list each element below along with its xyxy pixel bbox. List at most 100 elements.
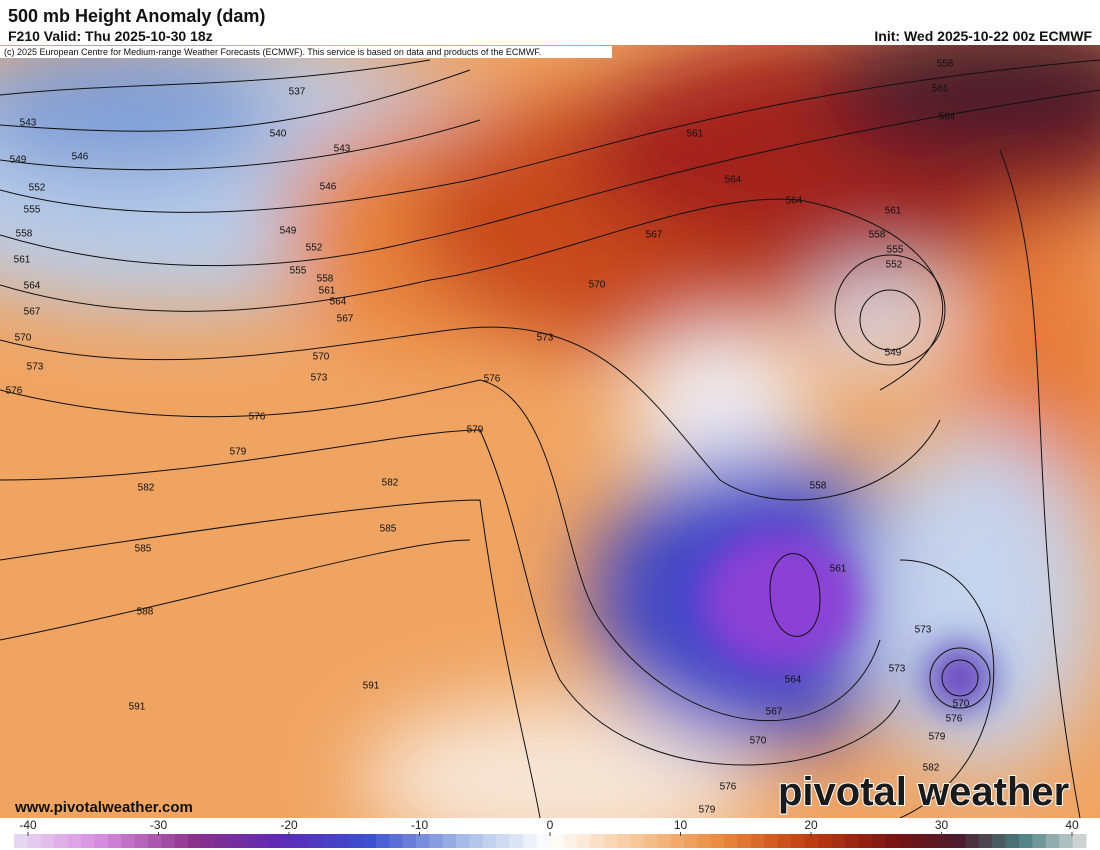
contour-label: 582 [138,483,155,494]
colorbar-cell [215,834,229,848]
colorbar-cell [375,834,390,848]
contour-label: 564 [24,281,41,292]
colorbar-cell [67,834,82,848]
colorbar-cell [858,834,873,848]
contour-label: 582 [923,763,940,774]
colorbar-cell [121,834,136,848]
contour-label: 546 [320,182,337,193]
colorbar-cell [1005,834,1020,848]
contour-label: 567 [337,314,354,325]
title: 500 mb Height Anomaly (dam) [8,6,265,26]
colorbar-cell [1059,834,1074,848]
contour-label: 561 [885,206,902,217]
colorbar-tick-label: 30 [935,818,949,832]
copyright: (c) 2025 European Centre for Medium-rang… [4,47,541,57]
colorbar-cell [442,834,457,848]
colorbar-cell [871,834,886,848]
colorbar-cell [844,834,859,848]
contour-label: 555 [887,245,904,256]
colorbar-cell [496,834,511,848]
contour-label: 558 [16,229,33,240]
colorbar-cell [938,834,953,848]
colorbar-cell [724,834,739,848]
colorbar-cell [308,834,323,848]
colorbar: -40 -30 -20 -10 0 10 20 30 40 [14,818,1087,848]
colorbar-cell [657,834,672,848]
contour-label: 579 [699,805,716,816]
colorbar-cell [1032,834,1047,848]
colorbar-cell [952,834,966,848]
contour-label: 582 [382,478,399,489]
colorbar-cell [643,834,658,848]
contour-label: 552 [29,183,46,194]
colorbar-cell [885,834,899,848]
colorbar-cell [617,834,631,848]
contour-label: 585 [380,524,397,535]
contour-label: 543 [20,118,37,129]
colorbar-cell [201,834,216,848]
colorbar-cell [1045,834,1060,848]
colorbar-cell [509,834,524,848]
colorbar-cell [295,834,310,848]
init-time: Init: Wed 2025-10-22 00z ECMWF [874,28,1092,44]
contour-label: 576 [6,386,23,397]
contour-label: 567 [646,230,663,241]
colorbar-tick-label: 40 [1065,818,1079,832]
colorbar-cell [107,834,122,848]
colorbar-cell [54,834,69,848]
colorbar-cell [670,834,685,848]
contour-label: 543 [334,144,351,155]
colorbar-cell [804,834,819,848]
header-bg [0,0,1100,45]
contour-label: 570 [589,280,606,291]
contour-label: 576 [249,412,266,423]
map: 5375405435435465465495495525525555555585… [0,45,1100,818]
contour-label: 573 [27,362,44,373]
colorbar-cell [550,834,564,848]
colorbar-cell [563,834,578,848]
colorbar-cell [268,834,283,848]
colorbar-cell [576,834,591,848]
contour-label: 564 [785,675,802,686]
colorbar-cell [737,834,752,848]
contour-label: 537 [289,87,306,98]
contour-label: 576 [484,374,501,385]
colorbar-cell [818,834,832,848]
website: www.pivotalweather.com [14,799,193,816]
colorbar-cell [523,834,538,848]
contour-label: 570 [313,352,330,363]
contour-label: 570 [953,699,970,710]
colorbar-cell [174,834,189,848]
contour-label: 558 [869,230,886,241]
colorbar-cell [282,834,296,848]
colorbar-cell [710,834,725,848]
contour-label: 549 [10,155,27,166]
contour-label: 567 [24,307,41,318]
colorbar-cell [389,834,404,848]
colorbar-cell [335,834,350,848]
contour-label: 564 [330,297,347,308]
contour-label: 570 [15,333,32,344]
colorbar-cell [322,834,337,848]
contour-label: 561 [319,286,336,297]
colorbar-cell [483,834,497,848]
contour-label: 585 [135,544,152,555]
contour-label: 561 [932,84,949,95]
colorbar-tick-label: 20 [804,818,818,832]
contour-label: 591 [129,702,146,713]
contour-label: 558 [810,481,827,492]
contour-label: 567 [766,707,783,718]
colorbar-cell [697,834,712,848]
contour-label: 549 [885,348,902,359]
colorbar-cell [831,834,846,848]
colorbar-cell [429,834,444,848]
contours [0,59,1100,818]
contour-label: 564 [786,196,803,207]
contour-label: 549 [280,226,297,237]
colorbar-cell [255,834,270,848]
contour-label: 573 [915,625,932,636]
contour-label: 576 [720,782,737,793]
contour-label: 570 [750,736,767,747]
contour-label: 576 [946,714,963,725]
colorbar-cell [751,834,765,848]
